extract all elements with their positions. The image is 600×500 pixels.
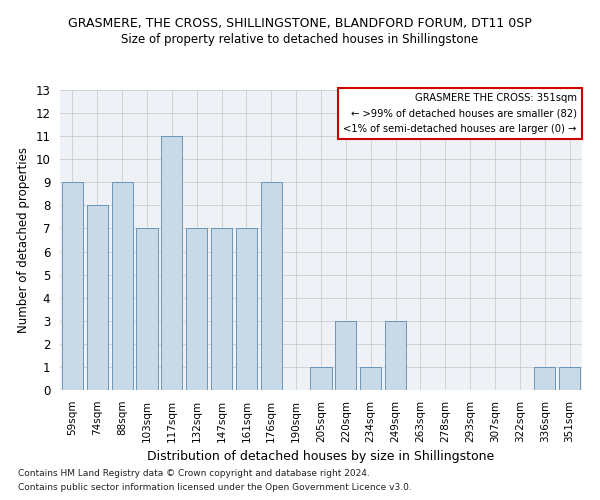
- Y-axis label: Number of detached properties: Number of detached properties: [17, 147, 30, 333]
- Bar: [261, 182, 282, 390]
- Bar: [161, 136, 182, 390]
- Bar: [310, 367, 332, 390]
- Bar: [236, 228, 257, 390]
- X-axis label: Distribution of detached houses by size in Shillingstone: Distribution of detached houses by size …: [148, 450, 494, 463]
- Bar: [211, 228, 232, 390]
- Bar: [335, 321, 356, 390]
- Bar: [136, 228, 158, 390]
- Bar: [360, 367, 381, 390]
- Bar: [112, 182, 133, 390]
- Bar: [534, 367, 555, 390]
- Bar: [385, 321, 406, 390]
- Bar: [186, 228, 207, 390]
- Bar: [87, 206, 108, 390]
- Text: Contains HM Land Registry data © Crown copyright and database right 2024.: Contains HM Land Registry data © Crown c…: [18, 468, 370, 477]
- Bar: [62, 182, 83, 390]
- Text: GRASMERE THE CROSS: 351sqm
← >99% of detached houses are smaller (82)
<1% of sem: GRASMERE THE CROSS: 351sqm ← >99% of det…: [343, 93, 577, 134]
- Text: Size of property relative to detached houses in Shillingstone: Size of property relative to detached ho…: [121, 32, 479, 46]
- Bar: [559, 367, 580, 390]
- Text: Contains public sector information licensed under the Open Government Licence v3: Contains public sector information licen…: [18, 484, 412, 492]
- Text: GRASMERE, THE CROSS, SHILLINGSTONE, BLANDFORD FORUM, DT11 0SP: GRASMERE, THE CROSS, SHILLINGSTONE, BLAN…: [68, 18, 532, 30]
